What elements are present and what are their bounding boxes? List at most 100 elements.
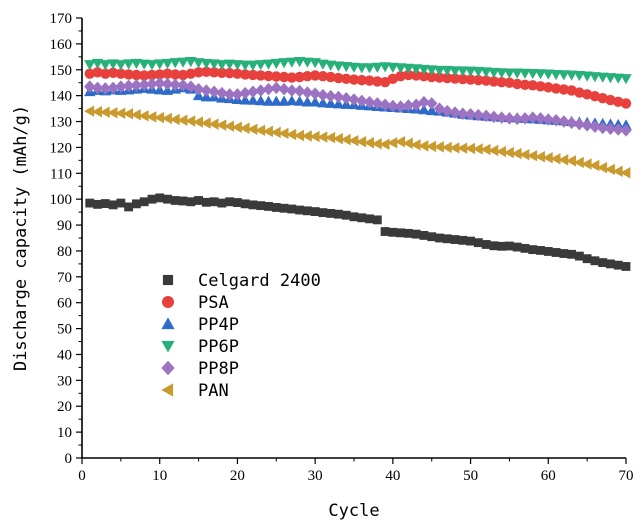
data-point [130,58,143,70]
data-point [185,80,197,93]
data-point [324,89,337,103]
data-point [115,107,126,119]
y-tick-label: 0 [65,451,73,467]
data-point [186,197,196,207]
data-point [138,78,150,92]
data-point [333,72,344,84]
data-point [589,120,601,133]
data-point [612,165,623,177]
data-point [425,104,438,116]
data-point [379,76,391,88]
data-point [99,82,112,95]
data-point [365,214,374,224]
data-point [613,96,624,108]
data-point [534,112,547,125]
y-tick-label: 170 [50,11,73,27]
data-point [146,111,157,123]
data-point [278,127,289,140]
data-point [332,90,345,104]
data-point [411,229,421,239]
data-point [293,95,306,106]
data-point [394,100,407,113]
data-point [620,74,632,85]
x-tick-label: 70 [619,468,634,484]
data-point [301,86,314,99]
y-tick-label: 60 [57,296,72,312]
data-point [473,238,483,248]
data-point [123,69,134,80]
data-point [200,84,213,97]
data-point [449,66,461,77]
data-point [216,119,227,131]
data-point [495,145,507,158]
data-point [264,202,273,211]
data-point [472,143,483,155]
data-point [543,247,553,256]
data-point [161,112,172,125]
legend-marker [161,340,175,353]
data-point [419,230,429,240]
data-point [163,194,172,204]
data-point [247,60,259,71]
data-point [527,68,539,80]
data-point [122,79,135,93]
data-point [262,125,273,138]
x-axis-title: Cycle [328,501,379,521]
data-point [394,63,407,74]
data-point [107,107,118,119]
data-point [231,60,244,71]
data-point [565,70,578,81]
data-point [457,73,468,85]
data-point [332,61,345,72]
data-point [356,135,367,148]
data-point [115,80,127,93]
data-point [519,79,531,90]
data-point [255,95,267,106]
data-point [489,241,499,251]
data-point [239,122,250,134]
data-point [536,246,545,255]
data-point [379,98,391,111]
data-point [596,121,609,135]
data-point [278,58,290,69]
data-point [178,196,188,206]
data-point [216,67,228,79]
data-point [612,123,624,136]
data-point [208,67,220,78]
data-point [480,67,492,78]
x-tick-label: 0 [78,468,86,484]
data-point [348,62,360,73]
data-point [108,200,118,210]
data-point [495,111,508,124]
data-point [100,199,110,208]
data-point [495,68,508,79]
data-point [169,78,181,92]
data-point [402,99,415,112]
data-point [99,106,110,118]
data-point [146,77,158,91]
data-point [170,196,180,205]
data-point [348,74,360,85]
series-psa [84,66,632,109]
data-point [534,69,547,80]
data-point [394,135,406,148]
data-point [488,144,499,157]
data-point [620,167,631,179]
data-point [371,97,384,110]
data-point [558,154,569,166]
legend-label: PP8P [198,359,239,379]
data-point [341,73,352,85]
data-point [162,68,173,79]
data-point [209,197,219,207]
data-point [107,59,119,70]
data-point [131,199,141,209]
data-point [433,65,446,77]
data-point [255,60,267,71]
y-tick-label: 90 [57,218,72,234]
data-point [100,68,111,79]
data-point [154,69,165,80]
data-point [403,69,414,81]
data-point [247,123,258,136]
data-point [309,130,320,143]
data-point [519,112,531,125]
